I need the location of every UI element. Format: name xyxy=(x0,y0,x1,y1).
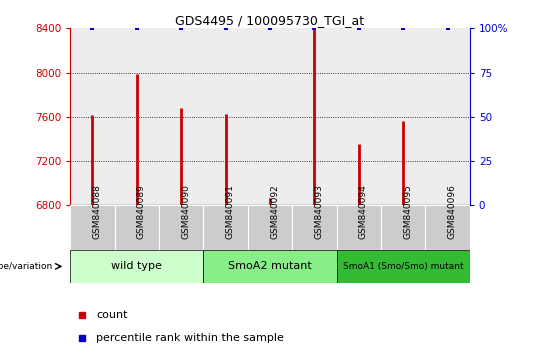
Text: GSM840090: GSM840090 xyxy=(181,184,190,239)
Text: GSM840095: GSM840095 xyxy=(403,184,412,239)
FancyBboxPatch shape xyxy=(336,250,470,283)
Title: GDS4495 / 100095730_TGI_at: GDS4495 / 100095730_TGI_at xyxy=(176,14,364,27)
Bar xyxy=(204,28,248,205)
FancyBboxPatch shape xyxy=(381,205,426,250)
Bar xyxy=(426,28,470,205)
Bar xyxy=(336,28,381,205)
FancyBboxPatch shape xyxy=(336,205,381,250)
Text: count: count xyxy=(96,310,127,320)
FancyBboxPatch shape xyxy=(204,205,248,250)
Text: GSM840094: GSM840094 xyxy=(359,184,368,239)
FancyBboxPatch shape xyxy=(204,250,336,283)
Text: genotype/variation: genotype/variation xyxy=(0,262,53,271)
Text: SmoA2 mutant: SmoA2 mutant xyxy=(228,261,312,272)
FancyBboxPatch shape xyxy=(248,205,292,250)
Text: GSM840096: GSM840096 xyxy=(448,184,457,239)
Text: GSM840089: GSM840089 xyxy=(137,184,146,239)
Text: GSM840093: GSM840093 xyxy=(314,184,323,239)
Bar xyxy=(70,28,114,205)
Bar xyxy=(292,28,336,205)
Text: GSM840092: GSM840092 xyxy=(270,184,279,239)
FancyBboxPatch shape xyxy=(70,250,204,283)
FancyBboxPatch shape xyxy=(114,205,159,250)
Text: GSM840091: GSM840091 xyxy=(226,184,234,239)
Text: SmoA1 (Smo/Smo) mutant: SmoA1 (Smo/Smo) mutant xyxy=(343,262,463,271)
Bar xyxy=(159,28,204,205)
Bar xyxy=(114,28,159,205)
FancyBboxPatch shape xyxy=(159,205,204,250)
FancyBboxPatch shape xyxy=(70,205,114,250)
Bar xyxy=(381,28,426,205)
Text: GSM840088: GSM840088 xyxy=(92,184,102,239)
FancyBboxPatch shape xyxy=(292,205,336,250)
Bar xyxy=(248,28,292,205)
Text: percentile rank within the sample: percentile rank within the sample xyxy=(96,333,284,343)
FancyBboxPatch shape xyxy=(426,205,470,250)
Text: wild type: wild type xyxy=(111,261,162,272)
